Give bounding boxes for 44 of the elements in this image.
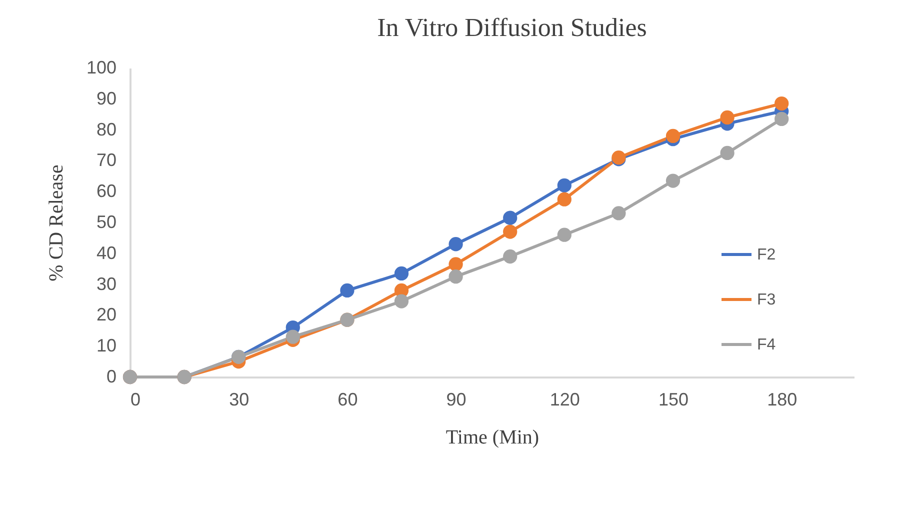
- point: [720, 146, 734, 160]
- x-tick-label: 30: [229, 390, 250, 410]
- x-axis-title: Time (Min): [446, 426, 540, 448]
- point: [503, 210, 518, 225]
- x-tick-label: 0: [130, 390, 141, 410]
- chart-title: In Vitro Diffusion Studies: [377, 13, 647, 42]
- legend-label: F3: [757, 292, 776, 308]
- point: [557, 178, 572, 192]
- point: [774, 112, 789, 126]
- y-tick-label: 80: [96, 119, 116, 140]
- point: [503, 249, 518, 264]
- point: [286, 330, 300, 344]
- legend-label: F4: [757, 336, 776, 354]
- point: [720, 110, 734, 124]
- x-tick-label: 90: [446, 390, 466, 410]
- point: [340, 283, 354, 298]
- legend-label: F2: [757, 246, 776, 264]
- x-tick-label: 60: [338, 390, 358, 410]
- point: [394, 266, 409, 281]
- point: [774, 96, 789, 111]
- point: [666, 174, 680, 188]
- point: [448, 270, 463, 284]
- point: [612, 206, 626, 220]
- point: [666, 128, 680, 144]
- y-tick-label: 40: [96, 242, 116, 263]
- point: [394, 294, 409, 308]
- y-tick-label: 10: [96, 336, 116, 356]
- y-tick-label: 100: [86, 58, 116, 78]
- y-tick-label: 0: [106, 366, 116, 386]
- point: [557, 192, 572, 206]
- y-tick-label: 20: [96, 304, 116, 325]
- y-tick-label: 90: [96, 88, 116, 108]
- point: [448, 237, 463, 252]
- x-tick-label: 150: [658, 390, 689, 410]
- point: [448, 257, 463, 272]
- x-tick-label: 120: [550, 390, 580, 410]
- y-tick-label: 60: [96, 181, 116, 202]
- point: [503, 224, 518, 239]
- y-tick-label: 50: [96, 212, 116, 232]
- y-tick-label: 30: [96, 274, 116, 294]
- y-tick-label: 70: [96, 150, 116, 170]
- y-axis-title: % CD Release: [45, 164, 68, 282]
- point: [557, 228, 572, 242]
- x-tick-label: 180: [767, 390, 798, 410]
